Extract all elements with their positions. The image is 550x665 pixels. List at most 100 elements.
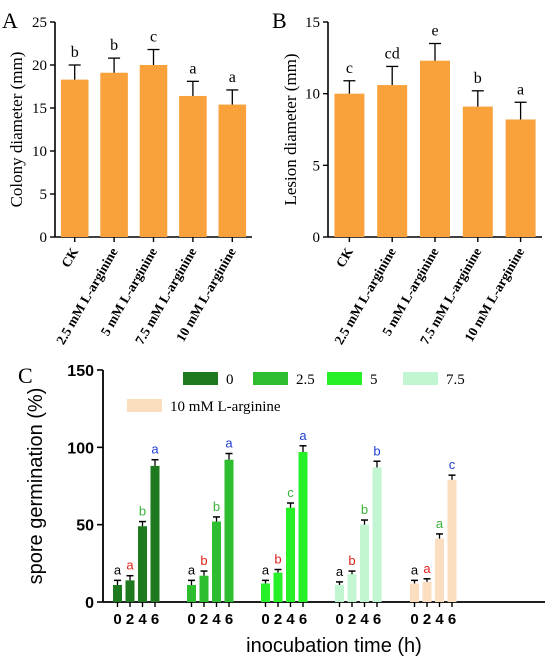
- bar: [224, 459, 234, 602]
- legend-label: 2.5: [296, 372, 315, 388]
- bar: [261, 583, 270, 602]
- significance-letter: b: [348, 553, 355, 568]
- y-tick-label: 15: [32, 101, 47, 117]
- significance-letter: a: [411, 562, 419, 577]
- significance-letter: b: [110, 37, 118, 54]
- significance-letter: a: [229, 69, 236, 86]
- bar: [150, 465, 160, 602]
- bar: [100, 72, 128, 238]
- bar: [410, 583, 419, 602]
- y-tick-label: 5: [40, 187, 48, 203]
- y-tick-label: 0: [40, 230, 48, 246]
- significance-letter: c: [287, 485, 294, 500]
- y-tick-label: 20: [32, 58, 47, 74]
- significance-letter: a: [188, 562, 196, 577]
- x-tick-label: 6: [225, 611, 233, 628]
- x-tick-label: 6: [373, 611, 381, 628]
- y-tick-label: 150: [67, 363, 94, 380]
- bar: [298, 451, 308, 602]
- y-tick-label: 25: [32, 15, 47, 31]
- significance-letter: a: [262, 562, 270, 577]
- x-tick-label: 0: [113, 611, 121, 628]
- bar: [125, 580, 135, 602]
- significance-letter: c: [150, 29, 157, 46]
- legend-swatch: [403, 372, 438, 385]
- bar: [218, 104, 247, 237]
- significance-letter: b: [200, 553, 207, 568]
- significance-letter: b: [139, 504, 146, 519]
- x-tick-label: 6: [448, 611, 456, 628]
- significance-letter: b: [71, 44, 79, 61]
- significance-letter: a: [114, 562, 122, 577]
- x-tick-label: CK: [333, 245, 356, 270]
- bar: [335, 584, 344, 602]
- legend-swatch: [183, 372, 218, 385]
- significance-letter: b: [213, 499, 220, 514]
- bar: [420, 60, 450, 238]
- bar: [199, 575, 209, 602]
- x-tick-label: 0: [335, 611, 343, 628]
- x-tick-label: 2: [274, 611, 282, 628]
- significance-letter: cd: [385, 45, 400, 62]
- bar: [377, 85, 408, 237]
- x-tick-label: CK: [58, 245, 81, 270]
- y-tick-label: 10: [305, 87, 320, 103]
- bar: [187, 584, 196, 602]
- x-tick-label: 2: [348, 611, 356, 628]
- x-tick-label: 0: [410, 611, 418, 628]
- y-axis-title: Lesion diameter (mm): [281, 53, 300, 205]
- bar: [435, 538, 444, 602]
- y-axis-title: Colony diameter (mm): [7, 52, 26, 208]
- y-tick-label: 10: [32, 144, 47, 160]
- bar: [347, 574, 357, 602]
- x-tick-label: 4: [435, 611, 444, 628]
- bar: [372, 467, 382, 602]
- legend-label: 10 mM L-arginine: [170, 399, 281, 415]
- significance-letter: a: [151, 442, 159, 457]
- legend-swatch: [327, 372, 362, 385]
- x-tick-label: 0: [187, 611, 195, 628]
- bar: [60, 79, 89, 238]
- significance-letter: a: [517, 81, 524, 98]
- bar: [286, 507, 295, 602]
- bar: [273, 572, 283, 602]
- y-tick-label: 15: [305, 15, 320, 31]
- x-tick-label: 4: [360, 611, 369, 628]
- significance-letter: c: [346, 60, 353, 77]
- significance-letter: b: [373, 443, 380, 458]
- x-tick-label: 4: [138, 611, 147, 628]
- bar: [139, 65, 168, 237]
- significance-letter: a: [225, 436, 233, 451]
- bar: [360, 524, 369, 602]
- bar: [212, 521, 221, 602]
- legend-label: 5: [370, 372, 378, 388]
- significance-letter: a: [126, 558, 134, 573]
- x-tick-label: 2: [423, 611, 431, 628]
- x-tick-label: 4: [212, 611, 221, 628]
- bar: [462, 106, 493, 237]
- significance-letter: e: [431, 23, 438, 40]
- x-tick-label: 2: [200, 611, 208, 628]
- bar: [505, 119, 536, 237]
- y-tick-label: 50: [76, 518, 94, 535]
- bar: [447, 479, 457, 602]
- y-tick-label: 5: [313, 158, 321, 174]
- significance-letter: a: [189, 60, 196, 77]
- significance-letter: b: [274, 552, 281, 567]
- significance-letter: a: [336, 564, 344, 579]
- legend-swatch: [253, 372, 288, 385]
- y-axis-title: spore germination (%): [25, 388, 47, 585]
- panel-label-a: A: [2, 8, 18, 33]
- significance-letter: c: [449, 457, 456, 472]
- x-tick-label: 6: [299, 611, 307, 628]
- legend-swatch: [127, 399, 162, 412]
- legend-label: 7.5: [446, 372, 465, 388]
- bar: [179, 95, 207, 238]
- bar: [138, 526, 147, 602]
- significance-letter: b: [361, 502, 368, 517]
- significance-letter: a: [436, 516, 444, 531]
- x-tick-label: 0: [261, 611, 269, 628]
